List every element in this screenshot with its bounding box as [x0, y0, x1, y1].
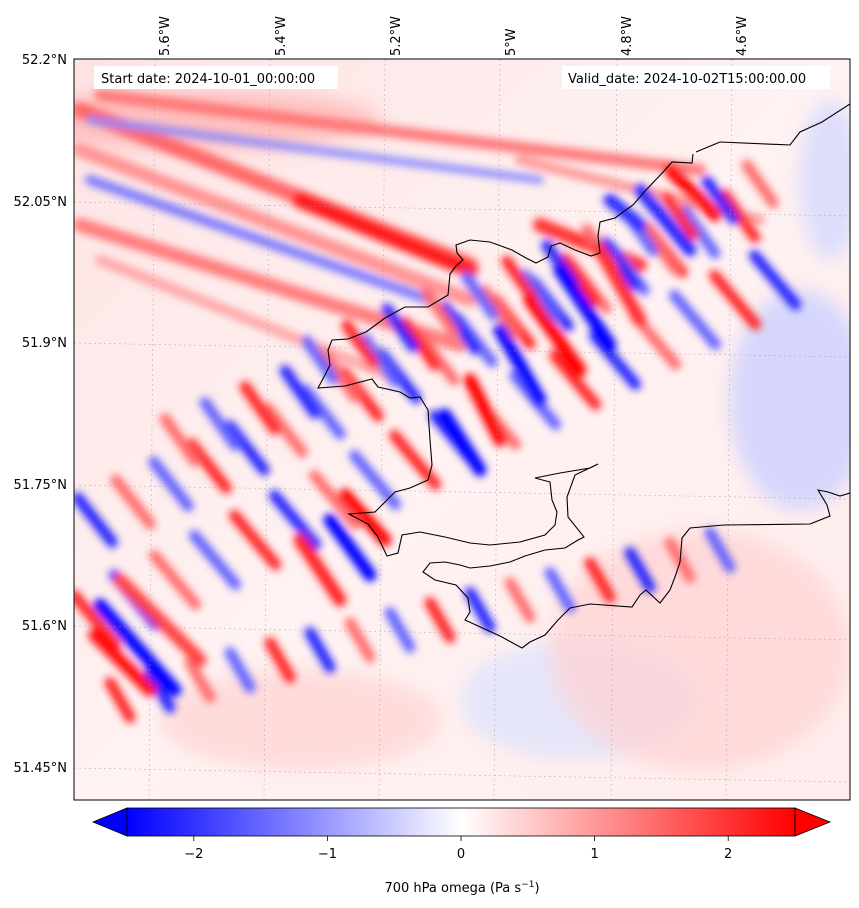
lat-label: 52.2°N — [22, 53, 67, 68]
longitude-axis: 5.6°W 5.4°W 5.2°W 5°W 4.8°W 4.6°W — [158, 16, 750, 56]
lon-label: 4.8°W — [620, 16, 635, 56]
omega-field — [74, 89, 850, 770]
colorbar-ticks: −2 −1 0 1 2 — [184, 836, 732, 862]
lon-label: 5.2°W — [389, 16, 404, 56]
colorbar-label: 700 hPa omega (Pa s−1) — [384, 880, 539, 896]
lat-label: 51.9°N — [22, 336, 67, 351]
lon-label: 5°W — [504, 28, 519, 56]
valid-date-box: Valid_date: 2024-10-02T15:00:00.00 — [562, 66, 830, 89]
colorbar-tick-label: 0 — [457, 847, 465, 862]
lat-label: 51.75°N — [14, 478, 67, 493]
lat-label: 51.6°N — [22, 619, 67, 634]
lon-label: 5.4°W — [274, 16, 289, 56]
lat-label: 52.05°N — [14, 195, 67, 210]
colorbar-tick-label: −2 — [184, 847, 203, 862]
colorbar-tick-label: 2 — [724, 847, 732, 862]
colorbar: −2 −1 0 1 2 700 hPa omega (Pa s−1) — [91, 807, 832, 896]
map-panel: Start date: 2024-10-01_00:00:00 Valid_da… — [73, 58, 851, 801]
colorbar-extend-max — [794, 807, 832, 837]
coastline — [317, 103, 850, 649]
start-date-label: Start date: 2024-10-01_00:00:00 — [101, 72, 315, 87]
valid-date-label: Valid_date: 2024-10-02T15:00:00.00 — [568, 72, 806, 87]
colorbar-extend-min — [91, 807, 128, 837]
colorbar-tick-label: 1 — [590, 847, 598, 862]
lon-label: 4.6°W — [735, 16, 750, 56]
colorbar-tick-label: −1 — [318, 847, 337, 862]
lat-label: 51.45°N — [14, 761, 67, 776]
latitude-axis: 52.2°N 52.05°N 51.9°N 51.75°N 51.6°N 51.… — [14, 53, 67, 776]
colorbar-gradient — [126, 807, 796, 837]
start-date-box: Start date: 2024-10-01_00:00:00 — [94, 66, 338, 89]
lon-label: 5.6°W — [158, 16, 173, 56]
graticule — [74, 59, 850, 800]
